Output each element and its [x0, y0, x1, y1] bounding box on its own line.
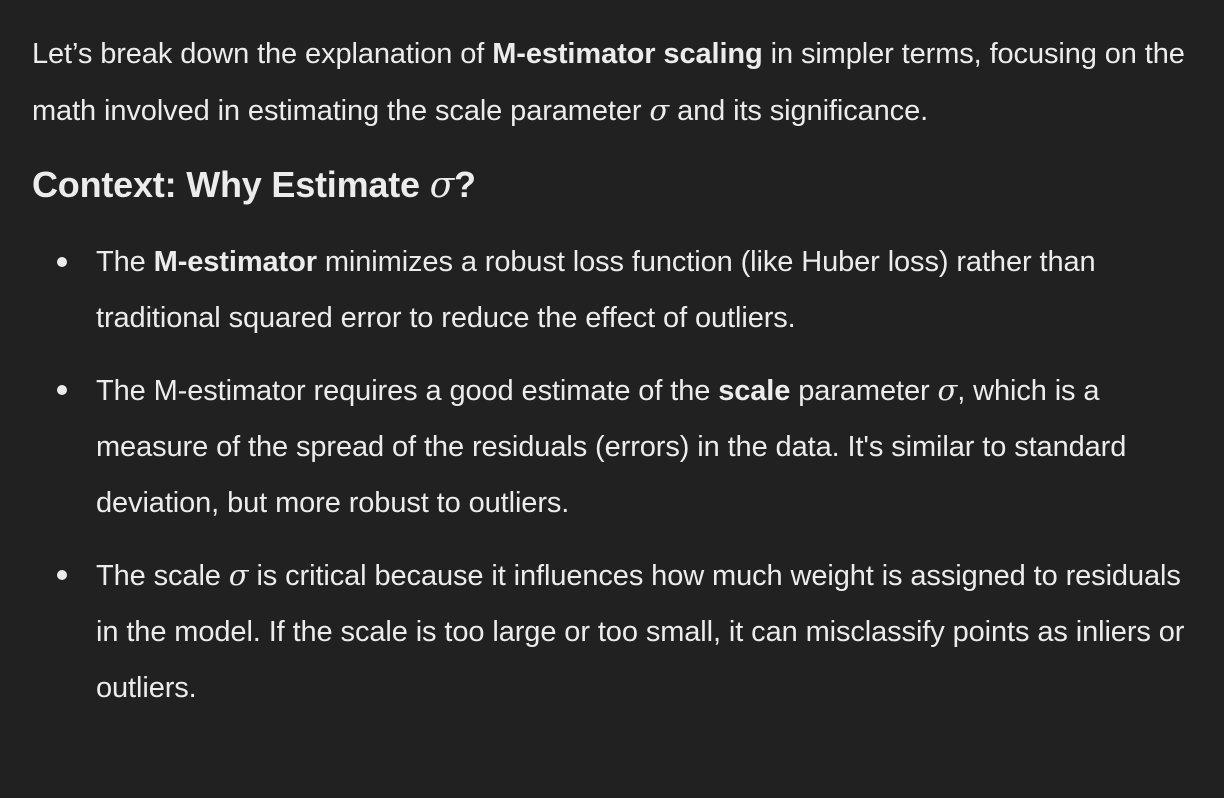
bullet-text: is critical because it influences how mu…: [96, 560, 1185, 704]
bullet-text: , which is a measure of the spread of th…: [96, 375, 1127, 519]
bullet-icon: [57, 257, 67, 267]
message-content: Let’s break down the explanation of M-es…: [32, 26, 1202, 732]
sigma-symbol: σ: [228, 558, 249, 592]
list-item: The scale σ is critical because it influ…: [32, 547, 1202, 716]
bullet-list: The M-estimator minimizes a robust loss …: [32, 234, 1202, 716]
list-item: The M-estimator minimizes a robust loss …: [32, 234, 1202, 346]
sigma-symbol: σ: [429, 165, 455, 206]
intro-text-end: and its significance.: [669, 95, 929, 127]
sigma-symbol: σ: [937, 373, 958, 407]
bullet-text: parameter: [790, 375, 938, 407]
list-item: The M-estimator requires a good estimate…: [32, 362, 1202, 531]
heading-question-mark: ?: [454, 164, 476, 205]
bullet-bold-term: scale: [718, 375, 791, 407]
intro-bold-term: M-estimator scaling: [492, 38, 763, 70]
bullet-text: The M-estimator requires a good estimate…: [96, 375, 719, 407]
intro-paragraph: Let’s break down the explanation of M-es…: [32, 26, 1202, 139]
bullet-text: The scale: [96, 560, 229, 592]
section-heading: Context: Why Estimate σ?: [32, 157, 1202, 214]
sigma-symbol: σ: [649, 93, 670, 127]
intro-text: Let’s break down the explanation of: [32, 38, 493, 70]
intro-text-continued: in simpler terms, focusing on the math i…: [32, 38, 1185, 127]
bullet-bold-term: M-estimator: [153, 246, 317, 278]
bullet-text: The: [96, 246, 154, 278]
bullet-text: minimizes a robust loss function (like H…: [96, 246, 1096, 334]
bullet-icon: [57, 570, 67, 580]
bullet-icon: [57, 385, 67, 395]
heading-text: Context: Why Estimate: [32, 164, 430, 205]
